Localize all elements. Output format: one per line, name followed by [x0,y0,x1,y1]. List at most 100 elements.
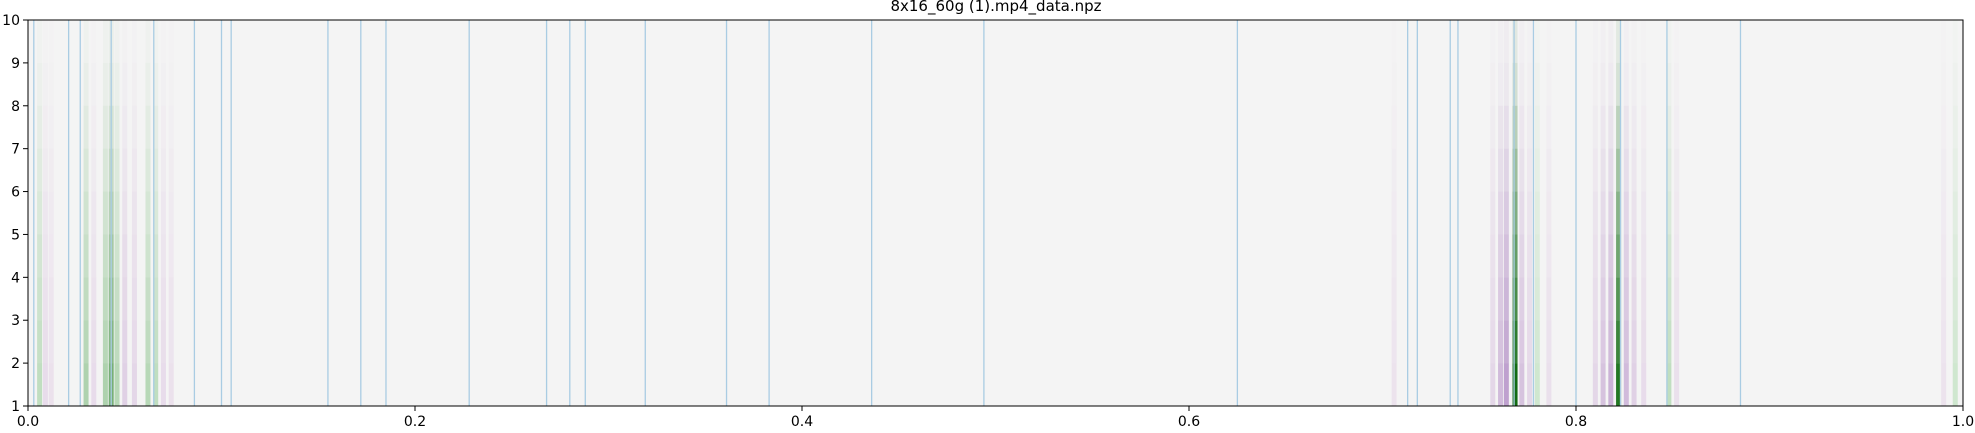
heatmap-cell [1600,148,1606,192]
heatmap-cell [48,105,54,149]
heatmap-cell [1641,320,1647,364]
heatmap-cell [1592,191,1598,235]
heatmap-cell [1391,277,1397,321]
heatmap-cell [1391,191,1397,235]
heatmap-cell [42,277,48,321]
heatmap-cell [1616,20,1622,63]
heatmap-cell [168,234,174,278]
heatmap-cell [83,62,89,106]
heatmap-cell [37,363,43,406]
x-tick-label: 0.0 [17,414,39,429]
heatmap-cell [145,234,151,278]
heatmap-cell [91,234,97,278]
heatmap-cell [1490,20,1495,63]
heatmap-cell [131,62,137,106]
heatmap-cell [1666,363,1672,406]
heatmap-cell [153,105,159,149]
heatmap-cell [1490,148,1496,192]
y-tick-label: 3 [11,313,20,329]
heatmap-cell [145,191,151,235]
heatmap-cell [1623,363,1629,406]
heatmap-cell [114,234,120,278]
heatmap-cell [1527,277,1533,321]
heatmap-cell [1941,191,1947,235]
heatmap-cell [114,20,120,63]
heatmap-cell [1519,62,1525,106]
heatmap-cell [122,191,128,235]
heatmap-cell [91,62,97,106]
heatmap-cell [1674,363,1680,406]
heatmap-cell [102,320,108,364]
heatmap-cell [83,191,89,235]
heatmap-cell [42,234,48,278]
heatmap-cell [1527,62,1533,106]
heatmap-cell [1666,277,1672,321]
heatmap-cell [1608,191,1614,235]
heatmap-cell [91,320,97,364]
heatmap-cell [153,320,159,364]
heatmap-cell [160,191,166,235]
heatmap-cell [1600,62,1606,106]
heatmap-cell [1608,234,1614,278]
heatmap-cell [1519,277,1525,321]
heatmap-cell [1512,191,1518,235]
heatmap-cell [1498,320,1504,364]
heatmap-cell [1503,277,1509,321]
heatmap-cell [1641,234,1647,278]
heatmap-cell [1623,148,1629,192]
x-tick-label: 0.8 [1565,414,1587,429]
heatmap-cell [1503,105,1509,149]
heatmap-cell [37,277,43,321]
heatmap-cell [48,191,54,235]
heatmap-cell [1952,320,1958,364]
heatmap-cell [91,20,96,63]
heatmap-cell [153,62,159,106]
heatmap-cell [168,320,174,364]
heatmap-cell [43,20,48,63]
heatmap-cell [1527,191,1533,235]
heatmap-cell [1941,20,1946,63]
heatmap-cell [1498,363,1504,406]
heatmap-cell [1527,105,1533,149]
heatmap-cell [168,363,174,406]
heatmap-cell [1631,62,1637,106]
heatmap-cell [131,320,137,364]
heatmap-cell [153,277,159,321]
heatmap-cell [1666,191,1672,235]
y-tick-label: 7 [11,142,20,158]
heatmap-cell [1534,234,1540,278]
heatmap-cell [1498,62,1504,106]
heatmap-cell [1616,191,1622,235]
heatmap-cell [1666,62,1672,106]
heatmap-cell [1490,320,1496,364]
heatmap-cell [1490,363,1496,406]
heatmap-cell [1608,363,1614,406]
heatmap-cell [1631,234,1637,278]
heatmap-cell [1631,320,1637,364]
y-tick-label: 9 [11,56,20,72]
heatmap-cell [122,148,128,192]
heatmap-cell [1490,234,1496,278]
heatmap-cell [1512,20,1518,63]
heatmap-cell [83,105,89,149]
y-tick-label: 4 [11,270,20,286]
plot-area-fill [28,20,1963,406]
heatmap-cell [1546,191,1552,235]
heatmap-cell [1666,320,1672,364]
heatmap-cell [102,20,108,63]
heatmap-cell [160,148,166,192]
heatmap-cell [1952,62,1958,106]
heatmap-cell [1641,363,1647,406]
heatmap-cell [91,191,97,235]
heatmap-cell [1512,105,1518,149]
heatmap-cell [1527,320,1533,364]
heatmap-cell [1546,148,1552,192]
heatmap-cell [1534,62,1540,106]
heatmap-cell [1952,234,1958,278]
heatmap-cell [1623,234,1629,278]
heatmap-cell [1498,105,1504,149]
heatmap-cell [1674,320,1680,364]
heatmap-cell [131,363,137,406]
heatmap-cell [91,363,97,406]
